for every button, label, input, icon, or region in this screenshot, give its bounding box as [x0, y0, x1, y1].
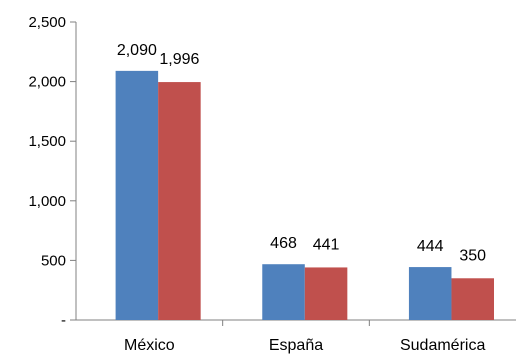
data-label: 468 — [270, 235, 297, 252]
y-tick-label: - — [61, 312, 66, 329]
y-tick-label: 1,000 — [28, 193, 66, 210]
data-label: 444 — [417, 238, 444, 255]
x-tick-label: México — [124, 337, 175, 354]
x-axis: México España Sudamérica — [76, 319, 516, 354]
data-label: 441 — [313, 236, 340, 253]
x-tick-label: España — [269, 337, 323, 354]
bar — [304, 267, 348, 320]
data-label: 350 — [459, 247, 486, 264]
data-labels: 2,090 468 444 1,996 441 350 — [117, 42, 486, 264]
bar — [158, 82, 201, 320]
bar — [115, 70, 159, 320]
bar — [262, 264, 305, 320]
y-tick-label: 2,500 — [28, 14, 66, 31]
bar — [408, 267, 452, 320]
x-tick-label: Sudamérica — [400, 337, 485, 354]
y-tick-label: 500 — [41, 252, 66, 269]
data-label: 1,996 — [159, 51, 199, 68]
data-label: 2,090 — [117, 42, 157, 59]
bars — [115, 70, 494, 320]
y-tick-label: 2,000 — [28, 74, 66, 91]
y-tick-label: 1,500 — [28, 133, 66, 150]
y-axis: - 500 1,000 1,500 2,000 2,500 — [28, 14, 77, 329]
bar — [451, 278, 494, 320]
